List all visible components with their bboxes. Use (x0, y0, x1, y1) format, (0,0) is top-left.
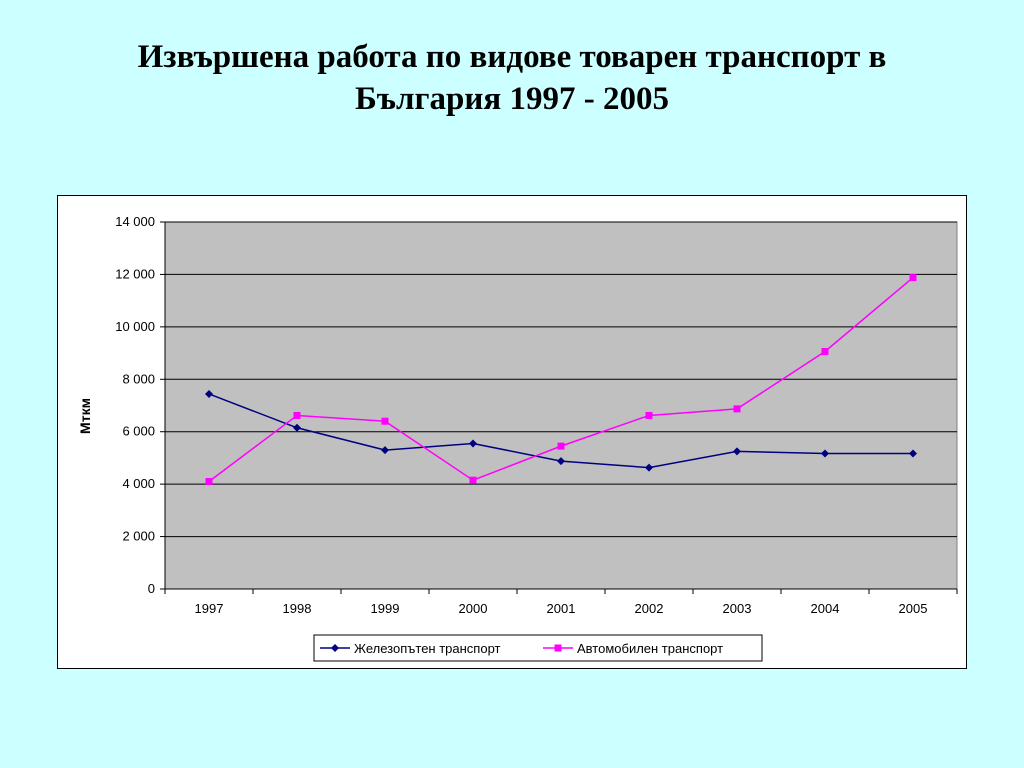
x-tick-label: 1999 (371, 601, 400, 616)
series-2-point (645, 411, 653, 419)
series-2-point (909, 274, 917, 282)
y-tick-label: 0 (148, 581, 155, 596)
legend-marker-1 (331, 644, 339, 652)
x-tick-label: 2005 (899, 601, 928, 616)
y-tick-label: 12 000 (115, 266, 155, 281)
y-tick-label: 6 000 (122, 424, 155, 439)
series-1-point (733, 447, 741, 456)
series-1-point (909, 449, 917, 458)
series-1-point (205, 389, 213, 398)
series-2-point (381, 417, 389, 425)
y-tick-label: 10 000 (115, 319, 155, 334)
series-2-point (469, 476, 477, 484)
legend-label-2: Автомобилен транспорт (577, 641, 723, 656)
series-2-point (557, 442, 565, 450)
x-tick-label: 2004 (811, 601, 840, 616)
x-tick-label: 2001 (547, 601, 576, 616)
series-1-point (469, 439, 477, 448)
series-2-point (205, 478, 213, 486)
series-1-point (557, 457, 565, 466)
y-tick-label: 2 000 (122, 529, 155, 544)
slide-title-line-2: България 1997 - 2005 (354, 81, 669, 117)
series-2-point (293, 411, 301, 419)
chart-frame: Мткм 0 2 000 4 000 6 000 8 000 10 000 12 000 14… (57, 195, 967, 669)
slide-title-line-1: Извършена работа по видове товарен транс… (137, 39, 887, 75)
series-2-point (733, 405, 741, 413)
y-tick-label: 4 000 (122, 476, 155, 491)
x-tick-label: 2002 (635, 601, 664, 616)
legend-box (313, 634, 763, 662)
plot-area (164, 221, 958, 590)
y-tick-label: 14 000 (115, 214, 155, 229)
legend-label-1: Железопътен транспорт (354, 641, 501, 656)
x-tick-label: 2000 (459, 601, 488, 616)
x-tick-label: 1997 (195, 601, 224, 616)
y-tick-label: 8 000 (122, 371, 155, 386)
series-2-point (821, 347, 829, 355)
legend-marker-2 (554, 644, 562, 652)
slide-title: Извършена работа по видове товарен транс… (0, 36, 1024, 120)
series-1-point (381, 446, 389, 455)
series-1-point (645, 463, 653, 472)
y-axis-title: Мткм (77, 398, 93, 434)
line-chart: Мткм 0 2 000 4 000 6 000 8 000 10 000 12 000 14… (77, 214, 958, 662)
series-1-point (821, 449, 829, 458)
series-1-point (293, 423, 301, 432)
x-tick-label: 2003 (723, 601, 752, 616)
x-tick-label: 1998 (283, 601, 312, 616)
